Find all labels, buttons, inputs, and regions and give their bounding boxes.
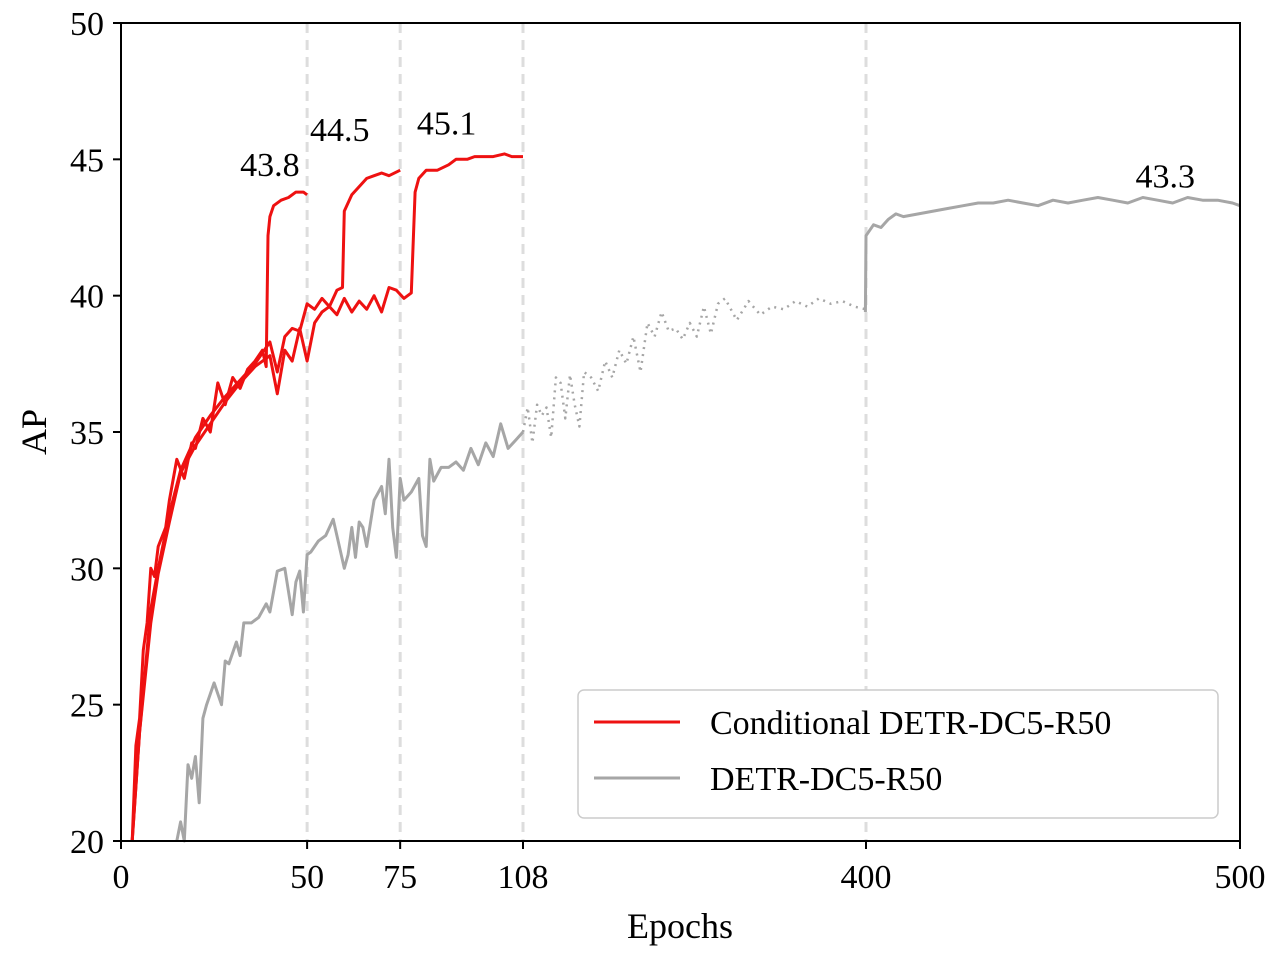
y-tick-label: 25	[70, 688, 104, 725]
x-tick-label: 75	[383, 859, 417, 896]
y-tick-label: 20	[70, 824, 104, 861]
x-tick-label: 500	[1215, 859, 1266, 896]
y-tick-label: 35	[70, 415, 104, 452]
annotation-44.5: 44.5	[310, 112, 370, 149]
legend-box	[577, 689, 1219, 819]
legend-label-conditional: Conditional DETR-DC5-R50	[710, 705, 1111, 742]
y-tick-label: 30	[70, 551, 104, 588]
x-tick-label: 108	[498, 859, 549, 896]
legend-label-detr: DETR-DC5-R50	[710, 761, 942, 798]
x-tick-label: 50	[290, 859, 324, 896]
annotation-45.1: 45.1	[417, 106, 477, 143]
y-tick-label: 40	[70, 279, 104, 316]
x-tick-label: 400	[841, 859, 892, 896]
series-line-0	[130, 190, 308, 842]
y-axis-label: AP	[14, 409, 54, 455]
annotation-43.8: 43.8	[240, 147, 300, 184]
annotation-43.3: 43.3	[1135, 159, 1195, 196]
x-axis-label: Epochs	[627, 906, 733, 946]
series-line-5	[863, 196, 1241, 313]
x-tick-label: 0	[113, 859, 130, 896]
series-line-3	[175, 422, 525, 843]
y-tick-label: 50	[70, 6, 104, 43]
series-line-4	[521, 297, 867, 445]
y-tick-label: 45	[70, 142, 104, 179]
legend: Conditional DETR-DC5-R50 DETR-DC5-R50	[577, 689, 1219, 819]
series-line-2	[130, 152, 523, 842]
